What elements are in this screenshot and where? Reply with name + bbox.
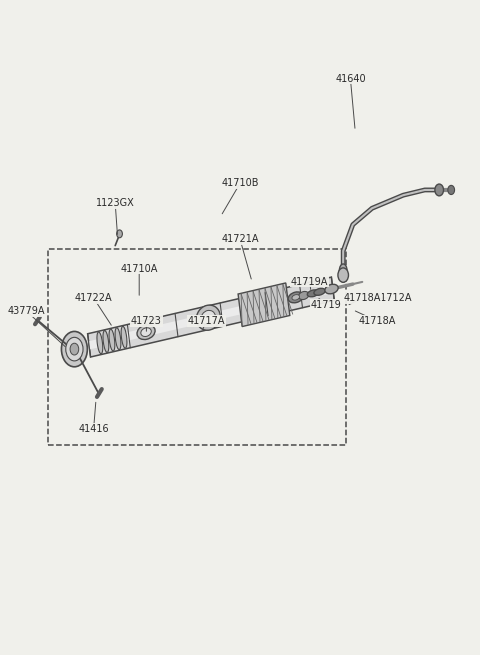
Circle shape	[117, 230, 122, 238]
Polygon shape	[89, 285, 333, 350]
Ellipse shape	[115, 328, 121, 350]
Ellipse shape	[141, 328, 151, 337]
Ellipse shape	[299, 291, 309, 299]
Ellipse shape	[121, 326, 127, 348]
Ellipse shape	[339, 264, 347, 277]
Ellipse shape	[196, 305, 220, 330]
Text: 41640: 41640	[335, 73, 366, 84]
Ellipse shape	[288, 292, 303, 303]
Text: 1123GX: 1123GX	[96, 198, 134, 208]
Circle shape	[66, 337, 83, 361]
Ellipse shape	[314, 288, 325, 295]
Text: 41722A: 41722A	[75, 293, 112, 303]
Ellipse shape	[201, 310, 216, 325]
Polygon shape	[238, 283, 290, 327]
Bar	[48, 249, 346, 445]
Ellipse shape	[109, 329, 115, 351]
Circle shape	[61, 331, 87, 367]
Ellipse shape	[307, 290, 319, 297]
Ellipse shape	[292, 295, 300, 300]
Text: 41416: 41416	[78, 424, 109, 434]
Circle shape	[70, 343, 79, 355]
Text: 41719A: 41719A	[291, 276, 328, 287]
Circle shape	[435, 184, 444, 196]
Polygon shape	[88, 277, 334, 357]
Ellipse shape	[103, 331, 109, 352]
Circle shape	[338, 268, 348, 282]
Text: 41718A: 41718A	[358, 316, 396, 326]
Circle shape	[448, 185, 455, 195]
Text: 41723: 41723	[131, 316, 162, 326]
Text: 41721A: 41721A	[221, 234, 259, 244]
Text: 41719: 41719	[311, 299, 342, 310]
Text: 43779A: 43779A	[8, 306, 45, 316]
Text: 41710B: 41710B	[221, 178, 259, 189]
Ellipse shape	[325, 284, 338, 294]
Ellipse shape	[97, 332, 103, 354]
Text: 41718A: 41718A	[344, 293, 381, 303]
Text: 41712A: 41712A	[375, 293, 412, 303]
Text: 41710A: 41710A	[120, 263, 158, 274]
Ellipse shape	[137, 325, 155, 339]
Text: 41717A: 41717A	[188, 316, 225, 326]
